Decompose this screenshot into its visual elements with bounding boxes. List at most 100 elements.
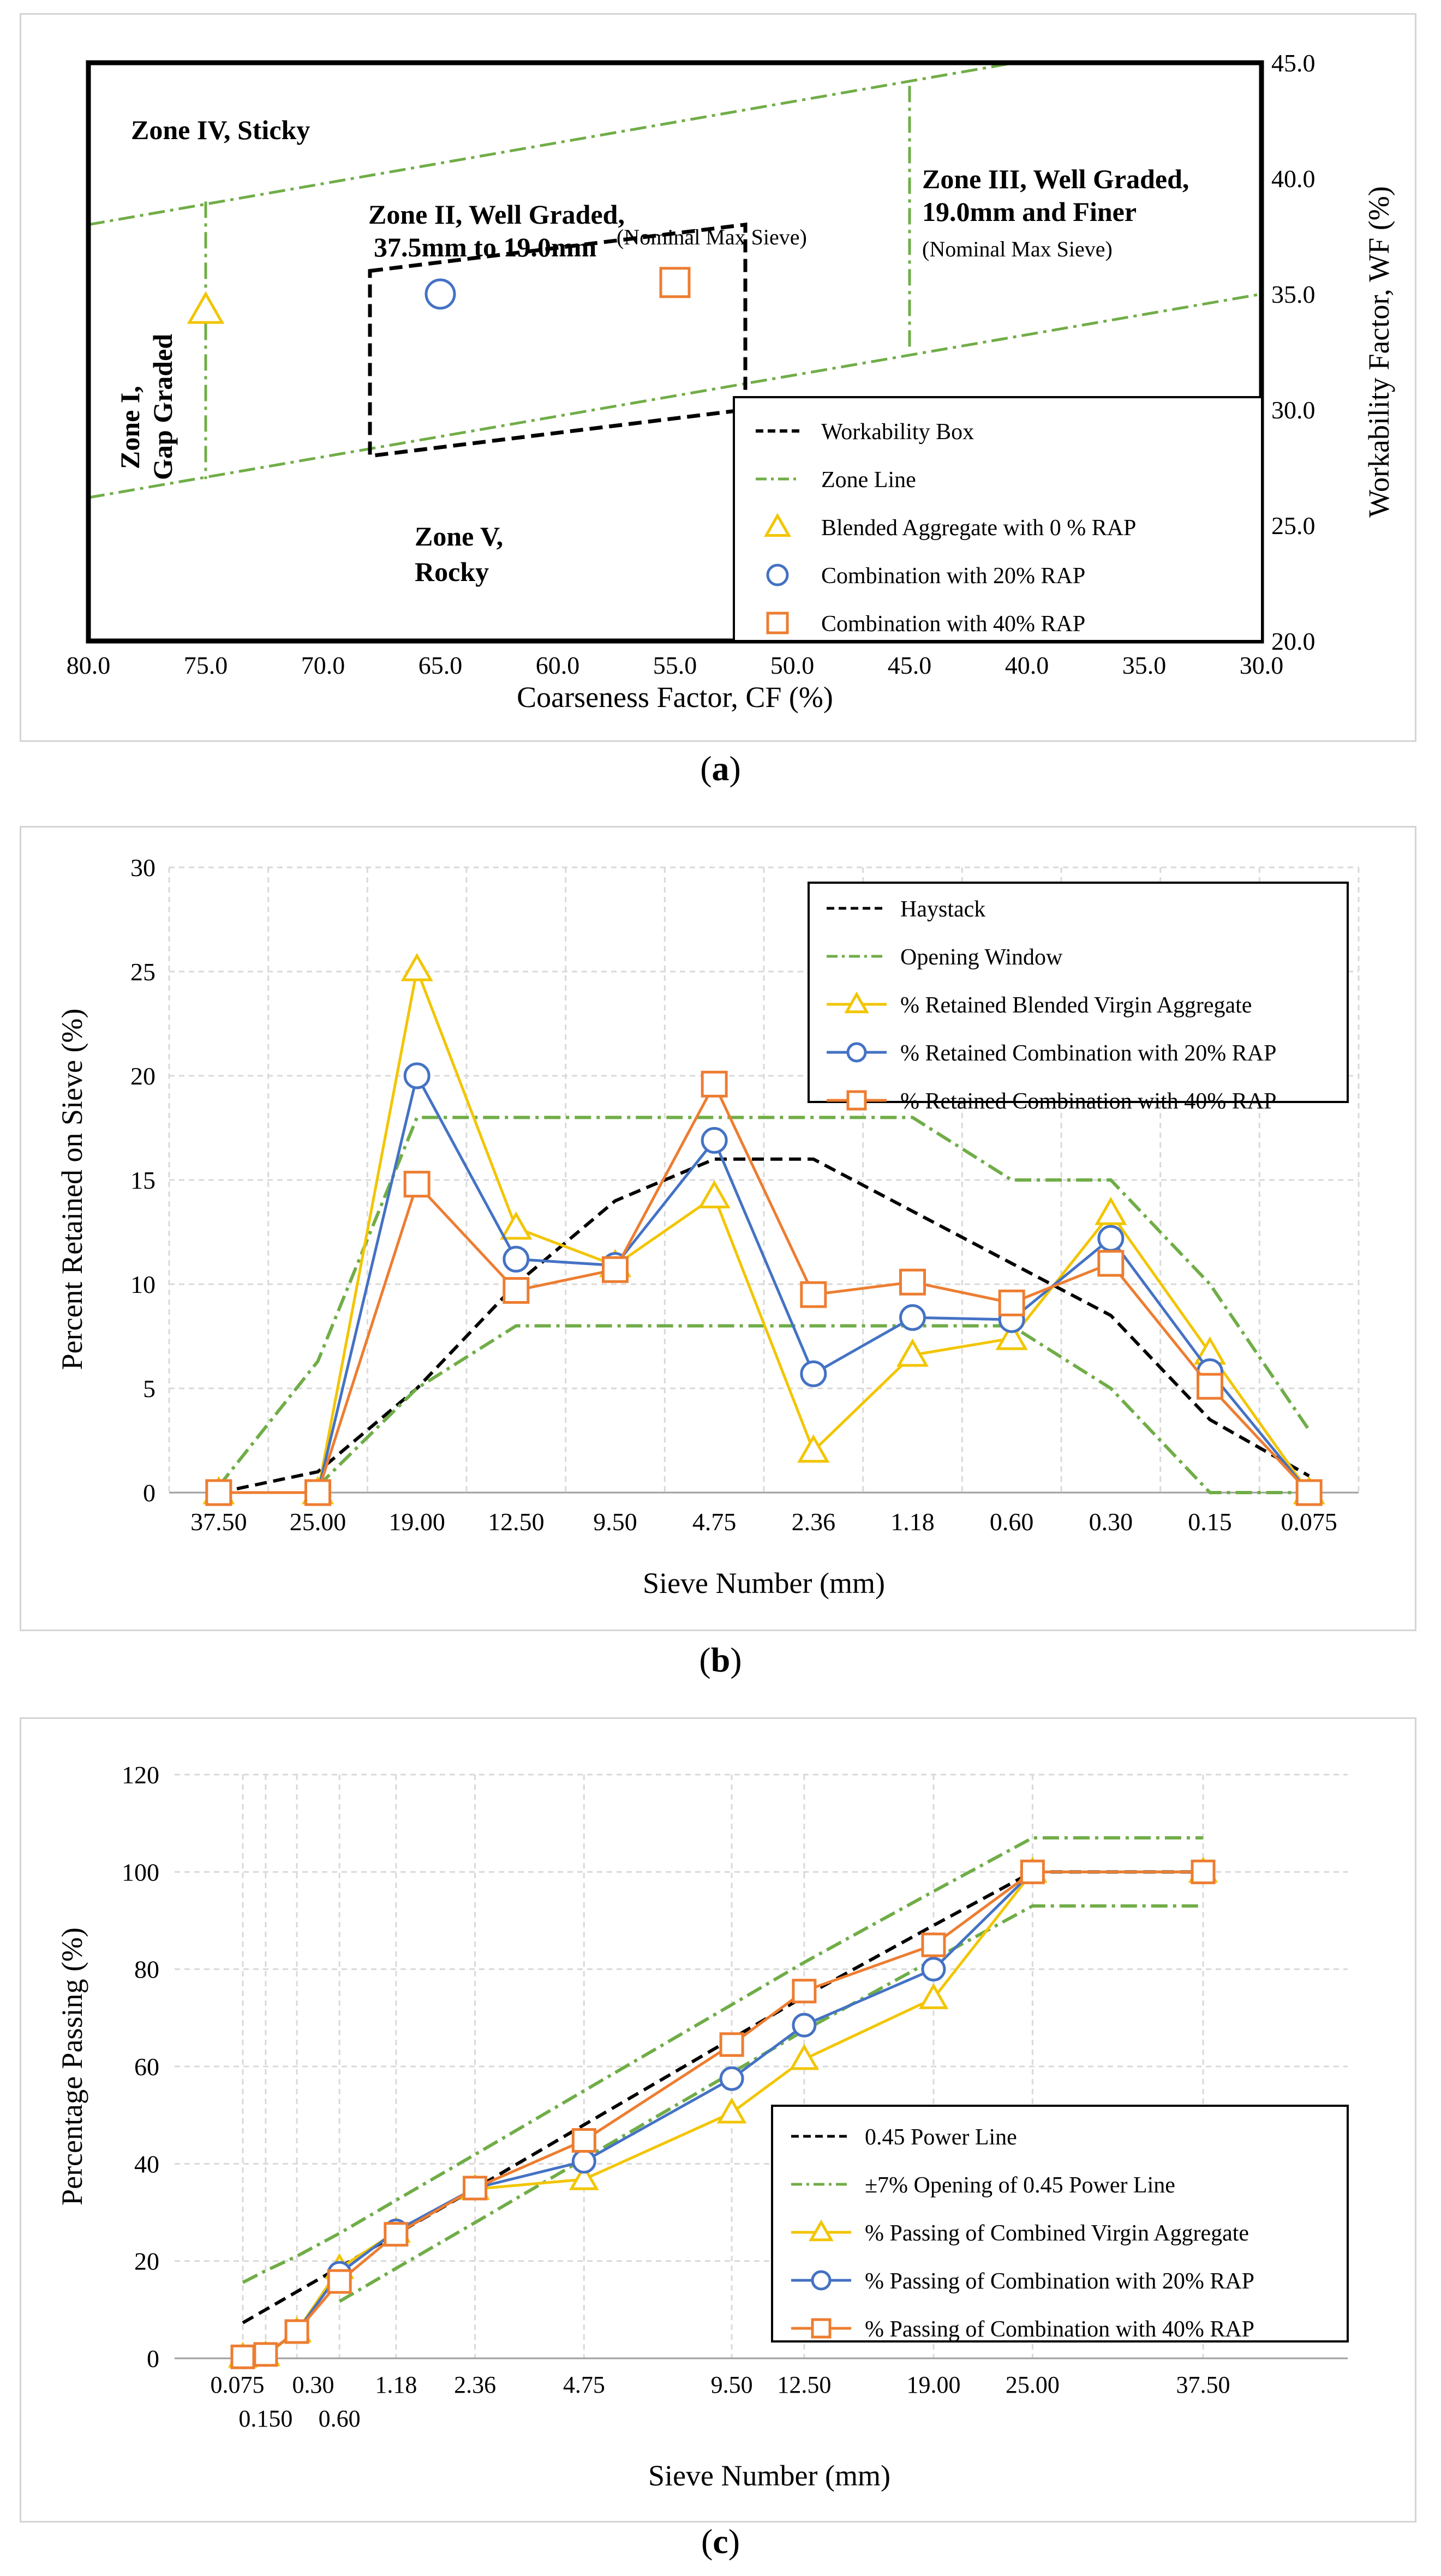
x-tick-label: 0.30 (1089, 1508, 1133, 1536)
series-line-retained-blended-virgin-aggregate (218, 964, 1311, 1494)
marker-passing-of-combination-with-40-rap (230, 2344, 255, 2369)
chart-b-y-axis-label: Percent Retained on Sieve (%) (56, 1009, 88, 1370)
chart-a: 80.0 75.0 70.0 65.0 60.0 55.0 50.0 45.0 40.0 35.0… (67, 49, 1395, 714)
series-line-retained-combination-with-20-rap (218, 1072, 1311, 1494)
y-tick-label: 120 (122, 1761, 159, 1789)
x-tick-label: 65.0 (418, 651, 463, 679)
zone3-label-line1: Zone III, Well Graded, (922, 164, 1189, 194)
legend-marker-retained-blended-virgin-aggregate (844, 991, 869, 1014)
marker-retained-combination-with-40-rap (899, 1268, 926, 1296)
x-tick-label: 25.00 (290, 1508, 346, 1536)
workability-box-outline (368, 222, 748, 458)
y-tick-label: 100 (122, 1858, 159, 1886)
y-tick-label: 80 (134, 1956, 159, 1984)
marker-passing-of-combination-with-40-rap (1191, 1859, 1216, 1884)
zone5-label-line2: Rocky (415, 556, 489, 587)
y-tick-label: 5 (143, 1375, 156, 1403)
marker-passing-of-combination-with-40-rap (327, 2269, 352, 2294)
marker-retained-combination-with-40-rap (1295, 1479, 1323, 1506)
legend-label: Workability Box (821, 420, 974, 445)
caption-a-letter: a (711, 749, 730, 788)
marker-retained-combination-with-40-rap (304, 1479, 331, 1506)
series-line-0-45-power-line (242, 1870, 1203, 2325)
x-tick-label: 45.0 (888, 651, 932, 679)
series-line-7-opening-of-0-45-power-line (242, 1836, 1203, 2284)
x-tick-label: 2.36 (454, 2371, 496, 2398)
marker-retained-combination-with-40-rap (800, 1281, 827, 1308)
x-tick-label: 75.0 (184, 651, 228, 679)
x-tick-label: 60.0 (536, 651, 580, 679)
series-line-7-opening-of-0-45-power-line-lower (338, 1904, 1203, 2303)
marker-passing-of-combination-with-40-rap (792, 1979, 817, 2004)
y-tick-label: 45.0 (1271, 49, 1316, 77)
marker-retained-blended-virgin-aggregate (797, 1434, 830, 1463)
legend-label: % Passing of Combination with 20% RAP (865, 2269, 1254, 2294)
legend-label: % Passing of Combined Virgin Aggregate (865, 2221, 1249, 2246)
marker-passing-of-combination-with-40-rap (719, 2032, 744, 2057)
marker-retained-combination-with-40-rap (602, 1256, 629, 1283)
x-tick-label: 0.150 (238, 2405, 292, 2432)
caption-c: (c) (701, 2522, 740, 2561)
y-tick-label: 15 (130, 1166, 156, 1194)
chart-a-legend: Workability Box Zone Line Blended Aggregat… (756, 420, 1136, 637)
legend-marker-passing-of-combination-with-20-rap (811, 2270, 832, 2291)
x-tick-label: 19.00 (906, 2371, 960, 2398)
legend-label: % Retained Blended Virgin Aggregate (900, 993, 1252, 1018)
marker-retained-blended-virgin-aggregate (1095, 1196, 1127, 1225)
marker-passing-of-combination-with-40-rap (1020, 1859, 1045, 1884)
legend-label: Zone Line (821, 468, 916, 493)
x-tick-label: 12.50 (488, 1508, 545, 1536)
x-tick-label: 40.0 (1005, 651, 1049, 679)
legend-swatch-blended-aggregate-with-0-rap (763, 513, 792, 537)
zone5-label-line1: Zone V, (415, 521, 503, 552)
zone2-sublabel: (Nominal Max Sieve) (617, 225, 807, 249)
point-combination-with-40-rap (659, 267, 691, 298)
legend-label: Combination with 40% RAP (821, 612, 1085, 637)
zone-line-2 (88, 292, 1262, 499)
zone-lines (88, 61, 1262, 499)
caption-a: (a) (700, 749, 741, 788)
marker-passing-of-combined-virgin-aggregate (918, 1983, 949, 2009)
x-tick-label: 4.75 (692, 1508, 737, 1536)
caption-b-letter: b (710, 1640, 731, 1679)
y-tick-label: 40 (134, 2150, 159, 2178)
marker-retained-combination-with-20-rap (701, 1127, 728, 1154)
marker-retained-combination-with-40-rap (701, 1070, 728, 1098)
marker-retained-combination-with-20-rap (800, 1360, 827, 1387)
chart-c-legend: 0.45 Power Line ±7% Opening of 0.45 Power… (791, 2125, 1254, 2342)
marker-retained-blended-virgin-aggregate (500, 1211, 533, 1240)
y-tick-label: 25.0 (1271, 512, 1316, 540)
y-tick-label: 25 (130, 958, 156, 986)
marker-retained-combination-with-40-rap (205, 1479, 232, 1506)
marker-passing-of-combined-virgin-aggregate (569, 2164, 599, 2190)
x-tick-label: 30.0 (1240, 651, 1284, 679)
x-tick-label: 0.30 (292, 2371, 334, 2398)
chart-a-ticks: 80.0 75.0 70.0 65.0 60.0 55.0 50.0 45.0 40.0 35.0… (67, 49, 1316, 679)
legend-label: ±7% Opening of 0.45 Power Line (865, 2173, 1175, 2198)
chart-b-ticks: 37.50 25.00 19.00 12.50 9.50 4.75 2.36 1.18 0.60… (130, 854, 1337, 1536)
caption-c-letter: c (713, 2522, 728, 2561)
marker-passing-of-combination-with-20-rap (571, 2149, 596, 2174)
marker-passing-of-combination-with-40-rap (463, 2176, 488, 2201)
x-tick-label: 4.75 (563, 2371, 605, 2398)
chart-c-x-axis-label: Sieve Number (mm) (648, 2459, 890, 2492)
workability-box (368, 222, 748, 458)
x-tick-label: 0.075 (211, 2371, 265, 2398)
series-line-haystack (218, 1157, 1310, 1494)
marker-retained-combination-with-40-rap (503, 1277, 530, 1304)
series-line-retained-combination-with-40-rap (218, 1081, 1310, 1494)
marker-passing-of-combination-with-20-rap (921, 1957, 946, 1982)
marker-retained-combination-with-20-rap (503, 1245, 530, 1273)
chart-a-x-axis-label: Coarseness Factor, CF (%) (517, 681, 833, 714)
legend-marker-passing-of-combination-with-40-rap (811, 2318, 832, 2339)
marker-retained-combination-with-40-rap (998, 1289, 1025, 1316)
x-tick-label: 9.50 (711, 2371, 753, 2398)
chart-b-legend-box (808, 882, 1349, 1103)
x-tick-label: 50.0 (770, 651, 815, 679)
marker-passing-of-combination-with-40-rap (253, 2342, 278, 2367)
point-combination-with-20-rap (424, 278, 456, 310)
x-tick-label: 0.15 (1188, 1508, 1232, 1536)
x-tick-label: 12.50 (777, 2371, 831, 2398)
legend-swatch-combination-with-20-rap (766, 564, 789, 586)
